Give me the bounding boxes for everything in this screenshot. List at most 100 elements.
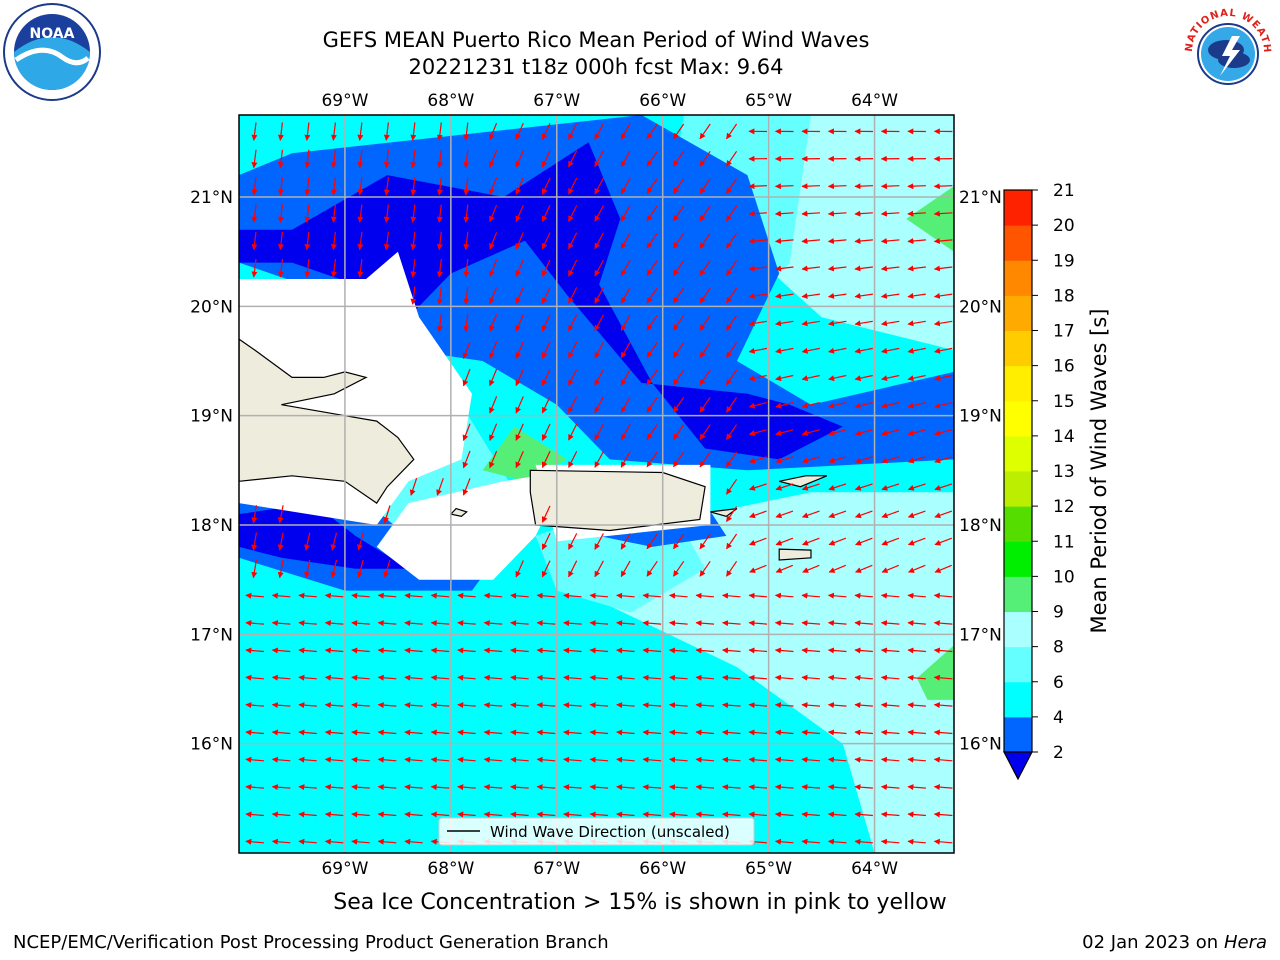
direction-arrow — [463, 259, 470, 278]
direction-arrow — [483, 674, 503, 681]
direction-arrow — [251, 122, 258, 141]
direction-arrow — [541, 287, 551, 305]
colorbar-tick-label: 4 — [1053, 708, 1064, 728]
direction-arrow — [801, 183, 821, 190]
direction-arrow — [646, 342, 658, 358]
direction-arrow — [828, 347, 847, 354]
direction-arrow — [854, 238, 873, 245]
direction-arrow — [933, 320, 953, 327]
direction-arrow — [881, 429, 900, 436]
direction-arrow — [880, 265, 900, 272]
credit-date: 02 Jan 2023 on Hera — [1082, 932, 1267, 953]
direction-arrow — [245, 702, 264, 709]
direction-arrow — [251, 259, 258, 278]
direction-arrow — [673, 205, 685, 222]
direction-arrow — [245, 592, 264, 599]
direction-arrow — [457, 620, 476, 627]
direction-arrow — [594, 560, 604, 578]
direction-arrow — [620, 123, 631, 140]
direction-arrow — [880, 784, 900, 791]
credit-branch: NCEP/EMC/Verification Post Processing Pr… — [13, 932, 609, 953]
direction-arrow — [748, 210, 768, 217]
direction-arrow — [907, 537, 926, 546]
direction-arrow — [404, 674, 423, 681]
colorbar-tick-label: 15 — [1053, 392, 1075, 412]
direction-arrow — [245, 647, 264, 654]
direction-arrow — [277, 505, 284, 524]
direction-arrow — [563, 647, 582, 654]
direction-arrow — [594, 314, 604, 332]
direction-arrow — [483, 702, 503, 709]
lon-tick-label-bottom: 66°W — [639, 859, 686, 879]
direction-arrow — [271, 647, 291, 654]
colorbar-tick-label: 14 — [1053, 427, 1075, 447]
direction-arrow — [251, 204, 258, 223]
direction-arrow — [251, 177, 258, 196]
direction-arrow — [907, 620, 926, 627]
direction-arrow — [351, 756, 370, 763]
direction-arrow — [463, 286, 470, 305]
direction-arrow — [828, 429, 847, 436]
direction-arrow — [775, 429, 794, 436]
direction-arrow — [563, 756, 582, 763]
direction-arrow — [351, 592, 370, 599]
direction-arrow — [620, 205, 631, 222]
direction-arrow — [907, 402, 926, 409]
lat-lon-gridlines — [239, 115, 954, 853]
colorbar-tick-label: 2 — [1053, 743, 1064, 763]
direction-arrow — [251, 505, 258, 524]
direction-arrow — [457, 811, 476, 818]
direction-arrow — [430, 702, 450, 709]
direction-arrow — [462, 450, 471, 469]
direction-arrow — [934, 564, 952, 573]
direction-arrow — [324, 784, 344, 791]
direction-arrow — [673, 178, 685, 194]
direction-arrow — [774, 183, 794, 190]
direction-arrow — [298, 592, 317, 599]
direction-arrow — [699, 533, 711, 550]
direction-arrow — [933, 702, 953, 709]
direction-arrow — [277, 177, 284, 196]
direction-arrow — [699, 232, 711, 249]
direction-arrow — [515, 314, 524, 332]
direction-arrow — [801, 811, 821, 818]
direction-arrow — [304, 177, 311, 196]
direction-arrow — [568, 287, 578, 304]
direction-arrow — [880, 592, 900, 599]
direction-arrow — [726, 478, 738, 495]
direction-arrow — [907, 592, 926, 599]
direction-arrow — [934, 347, 953, 354]
direction-arrow — [774, 838, 794, 845]
lon-tick-label-bottom: 68°W — [427, 859, 474, 879]
direction-arrow — [324, 674, 344, 681]
direction-arrow — [245, 756, 264, 763]
direction-arrow — [855, 564, 873, 573]
direction-arrow — [536, 674, 556, 681]
direction-arrow — [907, 238, 926, 245]
wave-direction-arrows — [245, 122, 953, 845]
direction-arrow — [774, 784, 794, 791]
direction-arrow — [463, 204, 470, 223]
direction-arrow — [801, 592, 821, 599]
direction-arrow — [726, 424, 738, 440]
direction-arrow — [828, 402, 847, 409]
direction-arrow — [483, 620, 503, 627]
direction-arrow — [907, 456, 926, 464]
direction-arrow — [436, 259, 443, 278]
colorbar-tick-label: 11 — [1053, 532, 1075, 552]
direction-arrow — [510, 756, 529, 763]
direction-arrow — [907, 702, 926, 709]
direction-arrow — [357, 231, 364, 251]
direction-arrow — [801, 729, 821, 736]
direction-arrow — [726, 232, 738, 249]
direction-arrow — [854, 210, 873, 217]
direction-arrow — [620, 341, 631, 359]
direction-arrow — [515, 560, 524, 578]
direction-arrow — [646, 396, 658, 413]
direction-arrow — [541, 369, 551, 387]
direction-arrow — [410, 259, 417, 278]
direction-arrow — [436, 204, 443, 223]
direction-arrow — [357, 177, 364, 196]
direction-arrow — [801, 238, 821, 245]
direction-arrow — [298, 756, 317, 763]
